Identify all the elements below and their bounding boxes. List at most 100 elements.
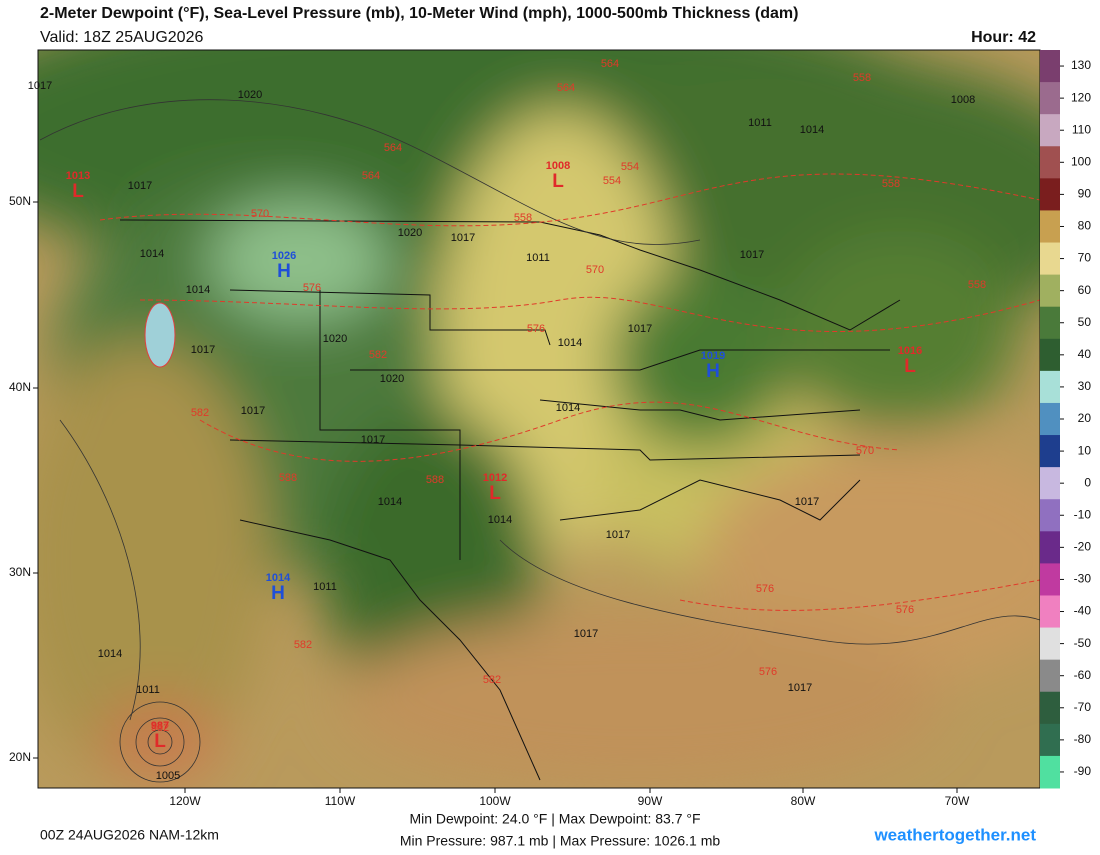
colorbar-tick-label: 60 [1078, 283, 1092, 297]
center-value: 1014 [266, 572, 291, 584]
thickness-label: 564 [601, 58, 619, 70]
site-credit: weathertogether.net [873, 825, 1036, 844]
dewpoint-range: Min Dewpoint: 24.0 °F | Max Dewpoint: 83… [409, 811, 700, 827]
thickness-label: 558 [853, 72, 871, 84]
thickness-label: 570 [251, 208, 269, 220]
colorbar-swatch [1040, 274, 1060, 308]
thickness-label: 582 [483, 674, 501, 686]
thickness-label: 588 [279, 472, 297, 484]
colorbar-swatch [1040, 563, 1060, 596]
colorbar-tick-label: 10 [1078, 443, 1092, 457]
colorbar-tick-label: -20 [1074, 540, 1092, 554]
thickness-contours [99, 173, 1040, 611]
lat-label: 50N [9, 194, 31, 208]
isobar-label: 1011 [136, 684, 160, 696]
thickness-label: 558 [968, 279, 986, 291]
thickness-label: 582 [369, 349, 387, 361]
isobar-label: 1020 [380, 373, 404, 385]
isobar-label: 1017 [628, 323, 652, 335]
colorbar-swatch [1040, 499, 1060, 532]
isobar-label: 1014 [140, 248, 164, 260]
center-letter: L [489, 483, 501, 504]
center-letter: L [72, 181, 84, 202]
thickness-label: 564 [384, 142, 402, 154]
lat-label: 30N [9, 565, 31, 579]
colorbar-swatch [1040, 755, 1060, 789]
dewpoint-shading [38, 50, 1040, 788]
colorbar-tick-label: -80 [1074, 732, 1092, 746]
colorbar-tick-label: 20 [1078, 411, 1092, 425]
colorbar-tick-label: 40 [1078, 347, 1092, 361]
isobar-label: 1014 [488, 514, 512, 526]
thickness-label: 558 [514, 212, 532, 224]
thickness-label: 588 [426, 474, 444, 486]
thickness-label: 582 [151, 722, 169, 734]
lon-label: 100W [479, 794, 511, 808]
pressure-range: Min Pressure: 987.1 mb | Max Pressure: 1… [400, 833, 721, 849]
thickness-label: 564 [557, 82, 575, 94]
colorbar-tick-label: -40 [1074, 604, 1092, 618]
isobar-label: 1014 [186, 284, 210, 296]
thickness-label: 576 [756, 583, 774, 595]
colorbar-swatch [1040, 595, 1060, 629]
center-letter: L [154, 731, 166, 752]
model-run: 00Z 24AUG2026 NAM-12km [40, 827, 219, 843]
thickness-label: 570 [856, 445, 874, 457]
thickness-label: 558 [882, 178, 900, 190]
colorbar-tick-label: 90 [1078, 187, 1092, 201]
lon-label: 90W [638, 794, 663, 808]
colorbar-tick-label: 130 [1071, 58, 1091, 72]
isobar-label: 1017 [361, 434, 385, 446]
colorbar-tick-label: 50 [1078, 315, 1092, 329]
isobar-label: 1011 [526, 252, 550, 264]
thickness-label: 564 [362, 170, 380, 182]
isobar-label: 1014 [98, 648, 122, 660]
map-field [38, 50, 1040, 788]
isobar-label: 1011 [313, 581, 337, 593]
isobar-label: 1020 [398, 227, 422, 239]
center-letter: H [277, 261, 291, 282]
isobar-label: 1008 [951, 94, 975, 106]
colorbar-tick-label: -30 [1074, 572, 1092, 586]
colorbar-tick-label: 80 [1078, 219, 1092, 233]
colorbar-swatch [1040, 306, 1060, 340]
center-value: 1016 [898, 345, 922, 357]
isobar-label: 1017 [606, 529, 630, 541]
colorbar-tick-label: -70 [1074, 700, 1092, 714]
lake-shading [144, 302, 176, 368]
isobar-label: 1017 [788, 682, 812, 694]
isobar-label: 1020 [323, 333, 347, 345]
political-borders [119, 219, 901, 781]
colorbar-swatch [1040, 370, 1060, 404]
lon-label: 120W [169, 794, 201, 808]
isobar-label: 1014 [558, 337, 582, 349]
isobar-label: 1017 [191, 344, 215, 356]
isobar-label: 1017 [451, 232, 475, 244]
isobar-label: 1017 [128, 180, 152, 192]
forecast-hour: Hour: 42 [971, 29, 1036, 46]
isobar-label: 1017 [28, 80, 52, 92]
isobar-label: 1017 [795, 496, 819, 508]
isobar-label: 1017 [740, 249, 764, 261]
colorbar-tick-label: -90 [1074, 764, 1092, 778]
colorbar-tick-label: 30 [1078, 379, 1092, 393]
colorbar-tick-label: 120 [1071, 90, 1091, 104]
center-value: 1019 [701, 350, 725, 362]
center-letter: H [271, 583, 285, 604]
colorbar-swatch [1040, 50, 1060, 83]
colorbar-swatch [1040, 178, 1060, 211]
center-value: 1026 [272, 250, 296, 262]
colorbar-swatch [1040, 146, 1060, 179]
isobar-label: 1014 [800, 124, 824, 136]
thickness-label: 554 [603, 175, 621, 187]
isobar-label: 1017 [574, 628, 598, 640]
colorbar-swatch [1040, 82, 1060, 115]
colorbar-swatch [1040, 338, 1060, 372]
thickness-label: 582 [191, 407, 209, 419]
lat-label: 40N [9, 380, 31, 394]
lon-label: 80W [791, 794, 816, 808]
thickness-label: 576 [896, 604, 914, 616]
colorbar-tick-label: -50 [1074, 636, 1092, 650]
center-value: 1012 [483, 472, 507, 484]
